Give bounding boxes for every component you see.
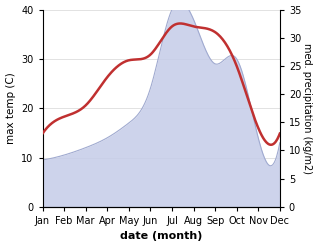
X-axis label: date (month): date (month) [120,231,202,242]
Y-axis label: max temp (C): max temp (C) [5,72,16,144]
Y-axis label: med. precipitation (kg/m2): med. precipitation (kg/m2) [302,43,313,174]
